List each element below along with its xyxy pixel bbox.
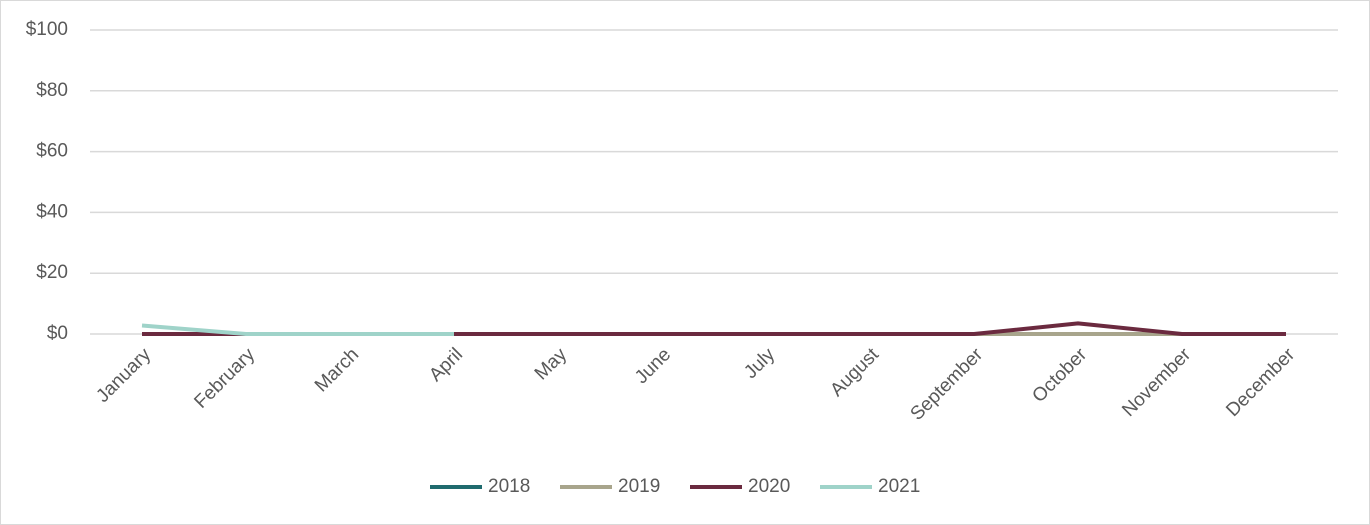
y-tick-label: $100 — [26, 19, 68, 40]
y-tick-label: $0 — [47, 323, 68, 344]
legend-label: 2018 — [488, 476, 530, 497]
legend-label: 2019 — [618, 476, 660, 497]
series-line — [141, 323, 454, 336]
y-tick-label: $40 — [36, 201, 68, 222]
legend-label: 2021 — [878, 476, 920, 497]
legend-label: 2020 — [748, 476, 790, 497]
y-tick-label: $20 — [36, 262, 68, 283]
y-tick-label: $60 — [36, 141, 68, 162]
y-tick-label: $80 — [36, 80, 68, 101]
